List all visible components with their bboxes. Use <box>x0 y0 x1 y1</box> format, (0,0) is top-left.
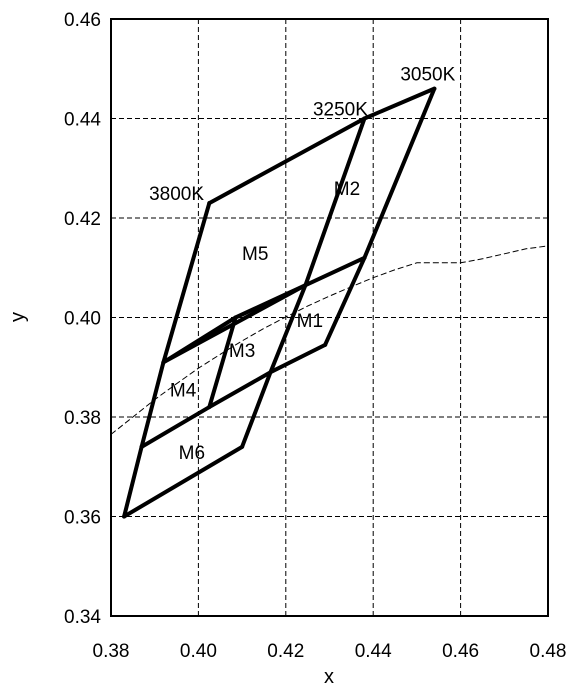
region-labels: M1 M2 M3 M4 M5 M6 3050K 3250K 3800K <box>149 65 456 464</box>
bin-outline-segment <box>268 342 328 375</box>
y-tick-label: 0.38 <box>64 408 101 429</box>
cct-label-3050k: 3050K <box>400 65 455 86</box>
bin-outline-segment <box>362 86 437 260</box>
bin-outline-segment <box>139 405 212 449</box>
y-tick-label: 0.40 <box>64 309 101 330</box>
x-tick-label: 0.44 <box>355 641 392 662</box>
plot-frame <box>110 18 549 617</box>
x-tick-label: 0.38 <box>93 641 130 662</box>
y-tick-label: 0.42 <box>64 209 101 230</box>
cct-label-3800k: 3800K <box>149 184 204 205</box>
bin-outline-segment <box>207 315 238 410</box>
x-tick-label: 0.40 <box>180 641 217 662</box>
tick-labels: 0.38 0.40 0.42 0.44 0.46 0.48 0.34 0.36 0.38 0.40… <box>64 10 566 662</box>
x-axis-title: x <box>324 666 334 687</box>
y-axis-title: y <box>7 312 29 322</box>
bin-outline-segment <box>362 86 437 121</box>
bin-outline-segment <box>139 360 166 449</box>
y-tick-label: 0.34 <box>64 607 101 628</box>
bin-outline-segment <box>323 255 367 347</box>
bin-outline-segment <box>303 255 367 288</box>
bin-outline-segment <box>240 370 273 449</box>
region-label-m5: M5 <box>242 244 268 265</box>
x-tick-label: 0.48 <box>530 641 567 662</box>
bin-outline-segment <box>122 444 144 519</box>
bin-outline-segment <box>268 283 308 375</box>
region-label-m3: M3 <box>229 341 255 362</box>
bin-outline-segment <box>207 116 367 206</box>
x-tick-label: 0.42 <box>267 641 304 662</box>
y-tick-label: 0.46 <box>64 10 101 31</box>
bin-outline-layer <box>122 86 437 519</box>
planckian-locus-layer <box>110 245 549 435</box>
grid-lines <box>111 19 548 616</box>
y-tick-label: 0.44 <box>64 110 101 131</box>
bin-outline-segment <box>303 116 367 288</box>
planckian-locus-line <box>110 245 549 435</box>
bin-outline-segment <box>161 201 212 365</box>
bin-outline-segment <box>207 370 273 410</box>
bin-outline-segment <box>122 444 245 519</box>
region-label-m1: M1 <box>297 311 323 332</box>
cct-label-3250k: 3250K <box>313 100 368 121</box>
region-label-m6: M6 <box>179 443 205 464</box>
y-tick-label: 0.36 <box>64 508 101 529</box>
region-label-m4: M4 <box>170 381 197 402</box>
x-tick-label: 0.46 <box>442 641 479 662</box>
region-label-m2: M2 <box>334 179 360 200</box>
